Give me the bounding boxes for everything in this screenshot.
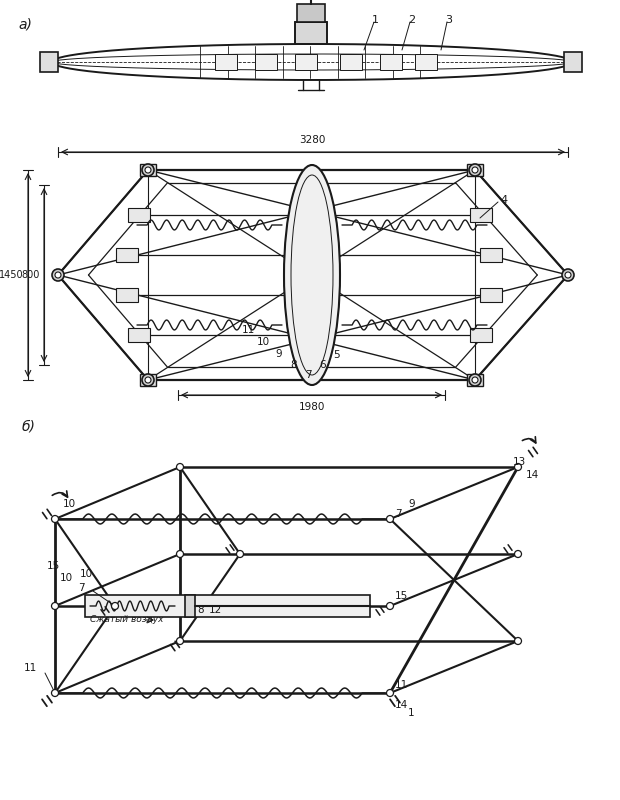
Text: Сжатый воздух: Сжатый воздух <box>90 615 164 625</box>
Circle shape <box>52 269 64 281</box>
Bar <box>467 374 483 386</box>
Text: 13: 13 <box>513 457 526 467</box>
Bar <box>116 288 138 302</box>
Circle shape <box>236 550 244 558</box>
Bar <box>340 54 362 70</box>
Circle shape <box>51 602 58 610</box>
Text: 15: 15 <box>395 591 408 601</box>
Circle shape <box>469 374 481 386</box>
Bar <box>128 328 150 342</box>
Text: 7: 7 <box>395 509 402 519</box>
Text: 11: 11 <box>24 663 37 673</box>
Bar <box>140 374 156 386</box>
Bar <box>480 248 502 262</box>
Bar <box>185 595 195 617</box>
Text: 15: 15 <box>47 561 60 571</box>
Bar <box>380 54 402 70</box>
Text: 10: 10 <box>80 569 93 579</box>
Text: 7: 7 <box>78 583 85 593</box>
Text: 9: 9 <box>408 499 415 509</box>
Ellipse shape <box>284 165 340 385</box>
Text: 11: 11 <box>395 680 408 690</box>
Bar <box>215 54 237 70</box>
Circle shape <box>145 377 151 383</box>
Circle shape <box>112 602 118 610</box>
Circle shape <box>177 638 184 645</box>
Circle shape <box>177 463 184 470</box>
Circle shape <box>472 377 478 383</box>
Circle shape <box>515 463 521 470</box>
Text: 6: 6 <box>320 360 326 370</box>
Bar <box>255 54 277 70</box>
Circle shape <box>469 164 481 176</box>
Bar <box>40 52 58 72</box>
Circle shape <box>51 690 58 697</box>
Circle shape <box>142 164 154 176</box>
Bar <box>467 164 483 176</box>
Text: 14: 14 <box>395 700 408 710</box>
Text: 10: 10 <box>257 337 270 347</box>
Text: а): а) <box>18 17 32 31</box>
Circle shape <box>515 638 521 645</box>
Circle shape <box>386 515 394 522</box>
Circle shape <box>386 690 394 697</box>
Bar <box>480 288 502 302</box>
Text: 1450: 1450 <box>0 270 24 280</box>
Text: б): б) <box>22 420 36 434</box>
Text: 3: 3 <box>445 15 452 25</box>
Text: 4: 4 <box>500 195 507 205</box>
Circle shape <box>51 515 58 522</box>
Text: 11: 11 <box>241 325 255 335</box>
Circle shape <box>142 374 154 386</box>
Circle shape <box>55 272 61 278</box>
Bar <box>415 54 437 70</box>
Bar <box>470 208 492 222</box>
Text: 8: 8 <box>197 605 203 615</box>
Bar <box>295 22 327 44</box>
Text: 10: 10 <box>63 499 76 509</box>
Bar <box>295 54 317 70</box>
Text: 2: 2 <box>408 15 415 25</box>
Bar <box>295 22 327 44</box>
Text: 10: 10 <box>60 573 73 583</box>
Circle shape <box>145 167 151 173</box>
Text: 12: 12 <box>209 605 222 615</box>
Text: 1: 1 <box>408 708 415 718</box>
Circle shape <box>562 269 574 281</box>
Text: 800: 800 <box>22 270 40 280</box>
Circle shape <box>386 602 394 610</box>
Circle shape <box>177 550 184 558</box>
Circle shape <box>515 550 521 558</box>
Text: 14: 14 <box>526 470 539 480</box>
Bar <box>116 248 138 262</box>
Circle shape <box>472 167 478 173</box>
Bar <box>140 164 156 176</box>
Text: 7: 7 <box>304 370 311 380</box>
Bar <box>85 595 370 617</box>
Text: 3280: 3280 <box>299 135 325 145</box>
Text: 9: 9 <box>276 349 282 359</box>
Bar <box>128 208 150 222</box>
Text: 8: 8 <box>291 360 298 370</box>
Bar <box>564 52 582 72</box>
Text: 5: 5 <box>334 350 340 360</box>
Text: 1980: 1980 <box>299 402 325 412</box>
Bar <box>470 328 492 342</box>
Text: 1: 1 <box>372 15 379 25</box>
Circle shape <box>565 272 571 278</box>
Bar <box>297 4 325 22</box>
